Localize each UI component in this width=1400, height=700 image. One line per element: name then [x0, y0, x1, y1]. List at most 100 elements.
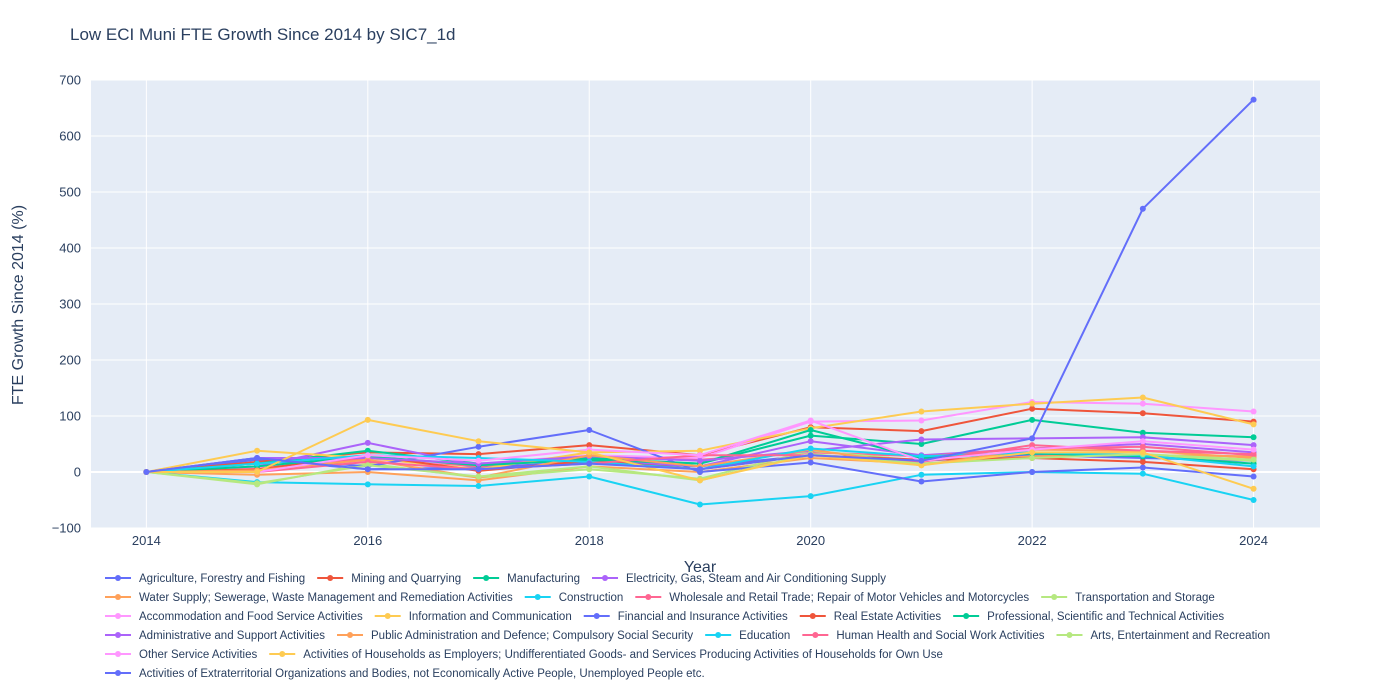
data-point[interactable]	[1139, 438, 1146, 445]
data-point[interactable]	[918, 428, 925, 435]
data-point[interactable]	[1139, 205, 1146, 212]
legend-marker	[279, 651, 286, 657]
legend-item[interactable]: Transportation and Storage	[1041, 592, 1215, 604]
data-point[interactable]	[586, 449, 593, 456]
data-point[interactable]	[1250, 442, 1257, 449]
data-point[interactable]	[1139, 449, 1146, 456]
legend-item[interactable]: Water Supply; Sewerage, Waste Management…	[105, 592, 513, 604]
data-point[interactable]	[1250, 434, 1257, 441]
legend-item[interactable]: Arts, Entertainment and Recreation	[1056, 630, 1271, 642]
data-point[interactable]	[475, 466, 482, 473]
data-point[interactable]	[254, 455, 261, 461]
legend-item[interactable]: Electricity, Gas, Steam and Air Conditio…	[592, 573, 886, 585]
legend-item[interactable]: Construction	[524, 592, 624, 604]
data-point[interactable]	[696, 447, 703, 454]
data-point[interactable]	[807, 438, 814, 445]
data-point[interactable]	[1250, 497, 1257, 503]
legend-item[interactable]: Public Administration and Defence; Compu…	[337, 630, 693, 642]
data-point[interactable]	[807, 432, 814, 439]
data-point[interactable]	[586, 442, 593, 449]
data-point[interactable]	[1139, 458, 1146, 465]
data-point[interactable]	[918, 471, 925, 478]
data-point[interactable]	[1250, 408, 1257, 415]
data-point[interactable]	[1029, 400, 1036, 407]
legend-item[interactable]: Activities of Extraterritorial Organizat…	[105, 668, 705, 680]
data-point[interactable]	[696, 466, 703, 473]
data-point[interactable]	[918, 457, 925, 464]
data-point[interactable]	[918, 462, 925, 469]
legend-item[interactable]: Agriculture, Forestry and Fishing	[105, 573, 305, 585]
legend-item[interactable]: Real Estate Activities	[799, 611, 942, 623]
data-point[interactable]	[1250, 456, 1257, 463]
data-point[interactable]	[918, 408, 925, 415]
legend-item[interactable]: Administrative and Support Activities	[105, 630, 325, 642]
data-point[interactable]	[807, 452, 814, 459]
legend-item[interactable]: Information and Communication	[374, 611, 572, 623]
data-point[interactable]	[918, 417, 925, 424]
data-point[interactable]	[364, 452, 371, 459]
data-point[interactable]	[1250, 463, 1257, 470]
data-point[interactable]	[475, 473, 482, 480]
data-point[interactable]	[696, 501, 703, 508]
data-point[interactable]	[586, 460, 593, 467]
legend-item[interactable]: Human Health and Social Work Activities	[802, 630, 1045, 642]
data-point[interactable]	[475, 438, 482, 445]
data-point[interactable]	[1029, 405, 1036, 412]
legend-item[interactable]: Financial and Insurance Activities	[583, 611, 788, 623]
data-point[interactable]	[1029, 416, 1036, 423]
data-point[interactable]	[1029, 469, 1036, 475]
data-point[interactable]	[696, 477, 703, 484]
legend-item[interactable]: Accommodation and Food Service Activitie…	[105, 611, 363, 623]
data-point[interactable]	[807, 493, 814, 500]
data-point[interactable]	[1139, 464, 1146, 471]
legend-item[interactable]: Education	[705, 630, 790, 642]
legend-marker	[963, 613, 970, 619]
data-point[interactable]	[254, 469, 261, 475]
data-point[interactable]	[475, 483, 482, 489]
data-point[interactable]	[918, 436, 925, 443]
legend-item[interactable]: Wholesale and Retail Trade; Repair of Mo…	[635, 592, 1029, 604]
legend-item[interactable]: Professional, Scientific and Technical A…	[953, 611, 1224, 623]
data-point[interactable]	[1250, 473, 1257, 480]
data-point[interactable]	[143, 469, 150, 475]
data-point[interactable]	[1139, 400, 1146, 407]
data-point[interactable]	[918, 478, 925, 485]
data-point[interactable]	[364, 481, 371, 488]
data-point[interactable]	[1250, 421, 1257, 428]
data-point[interactable]	[1139, 394, 1146, 401]
data-point[interactable]	[1139, 470, 1146, 477]
data-point[interactable]	[254, 460, 261, 467]
legend-item[interactable]: Activities of Households as Employers; U…	[269, 649, 943, 661]
data-point[interactable]	[918, 453, 925, 460]
data-point[interactable]	[807, 427, 814, 433]
data-point[interactable]	[807, 417, 814, 424]
data-point[interactable]	[1250, 446, 1257, 453]
data-point[interactable]	[364, 447, 371, 454]
data-point[interactable]	[1029, 449, 1036, 456]
data-point[interactable]	[807, 459, 814, 466]
data-point[interactable]	[918, 441, 925, 447]
data-point[interactable]	[364, 439, 371, 446]
legend-item[interactable]: Other Service Activities	[105, 649, 257, 661]
data-point[interactable]	[1029, 442, 1036, 449]
data-point[interactable]	[586, 427, 593, 433]
legend-item[interactable]: Manufacturing	[473, 573, 580, 585]
data-point[interactable]	[254, 447, 261, 454]
data-point[interactable]	[696, 452, 703, 459]
legend-item[interactable]: Mining and Quarrying	[317, 573, 461, 585]
data-point[interactable]	[475, 457, 482, 464]
data-point[interactable]	[254, 480, 261, 487]
data-point[interactable]	[364, 466, 371, 473]
data-point[interactable]	[1250, 96, 1257, 103]
data-point[interactable]	[475, 443, 482, 450]
data-point[interactable]	[1029, 435, 1036, 442]
data-point[interactable]	[807, 445, 814, 452]
data-point[interactable]	[1139, 410, 1146, 417]
data-point[interactable]	[1250, 451, 1257, 458]
data-point[interactable]	[1139, 429, 1146, 436]
data-point[interactable]	[1250, 485, 1257, 492]
data-point[interactable]	[364, 416, 371, 423]
data-point[interactable]	[586, 473, 593, 480]
data-point[interactable]	[696, 457, 703, 464]
data-point[interactable]	[1029, 455, 1036, 461]
